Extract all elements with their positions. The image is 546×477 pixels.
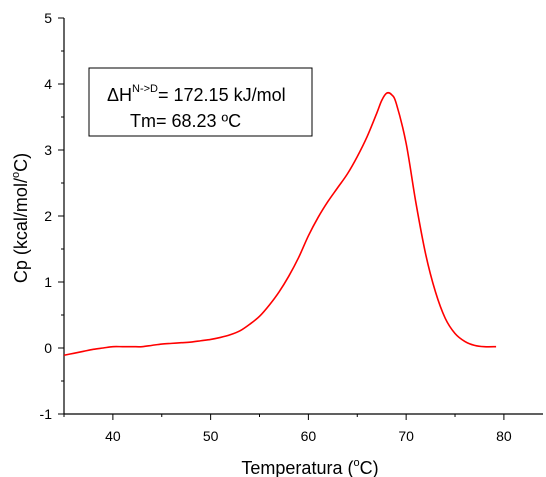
y-tick-label: 3 bbox=[44, 142, 52, 158]
x-axis-label-degree: o bbox=[353, 457, 359, 469]
x-tick-label: 70 bbox=[398, 428, 414, 444]
y-tick-label: 5 bbox=[44, 10, 52, 26]
y-axis-label: Cp (kcal/mol/oC) bbox=[10, 153, 31, 283]
x-tick-label: 80 bbox=[496, 428, 512, 444]
x-axis-label-text: Temperatura ( bbox=[241, 458, 353, 477]
series-line-0 bbox=[63, 91, 497, 357]
y-axis-label-unit: C) bbox=[11, 153, 31, 172]
annotation-dh-prefix: ΔH bbox=[107, 85, 132, 105]
annotation-line-2: Tm= 68.23 ºC bbox=[130, 111, 241, 131]
y-tick-label: 2 bbox=[44, 208, 52, 224]
y-axis-label-degree: o bbox=[10, 172, 22, 178]
annotation-line-1: ΔHN->D= 172.15 kJ/mol bbox=[107, 83, 286, 105]
y-tick-label: 0 bbox=[44, 340, 52, 356]
x-axis-label: Temperatura (oC) bbox=[241, 457, 378, 477]
series bbox=[63, 91, 497, 357]
y-tick-label: -1 bbox=[40, 406, 53, 422]
annotation-dh-sup: N->D bbox=[132, 83, 158, 95]
annotation-box: ΔHN->D= 172.15 kJ/mol Tm= 68.23 ºC bbox=[88, 67, 313, 137]
ticks: -1 0 1 2 3 4 5 40 50 60 70 80 bbox=[40, 10, 512, 444]
y-tick-label: 4 bbox=[44, 76, 52, 92]
x-axis-label-unit: C) bbox=[360, 458, 379, 477]
x-tick-label: 60 bbox=[301, 428, 317, 444]
x-tick-label: 50 bbox=[203, 428, 219, 444]
annotation-frame bbox=[88, 67, 313, 137]
annotation-dh-value: = 172.15 kJ/mol bbox=[158, 85, 286, 105]
x-tick-label: 40 bbox=[105, 428, 121, 444]
y-tick-label: 1 bbox=[44, 274, 52, 290]
y-axis-label-text: Cp (kcal/mol/ bbox=[11, 178, 31, 283]
